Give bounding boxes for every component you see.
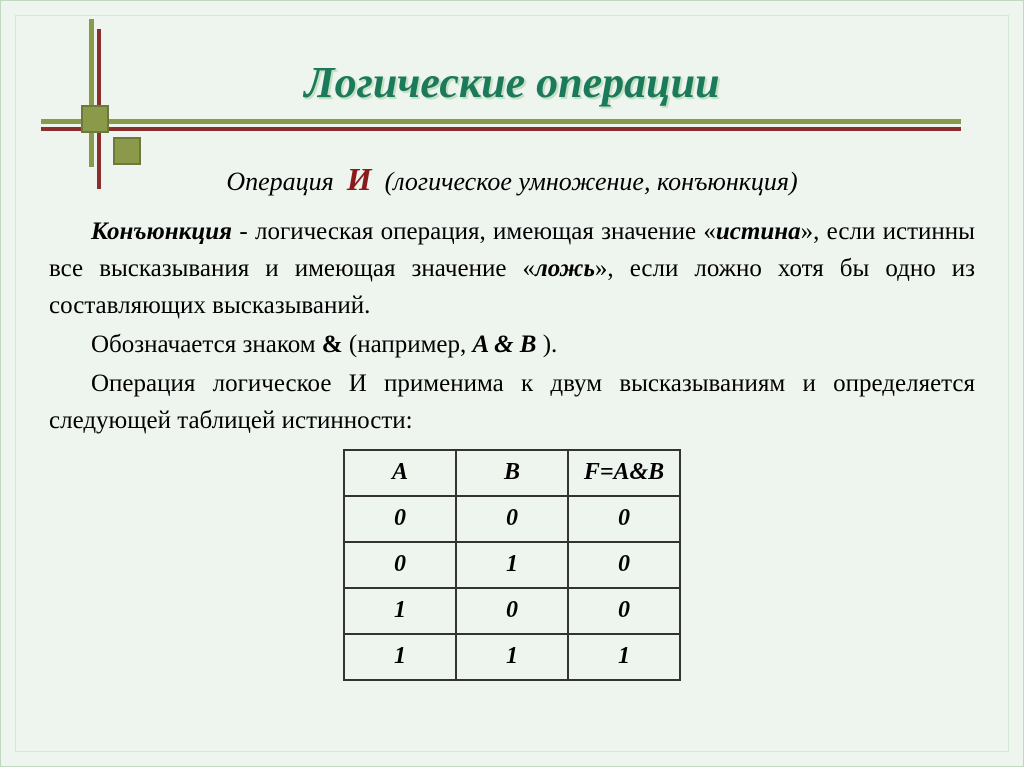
cell: 1 <box>456 542 568 588</box>
notation-text-2: (например, <box>343 331 473 358</box>
cell: 1 <box>456 634 568 680</box>
table-row: 1 1 1 <box>344 634 680 680</box>
word-true: истина <box>716 218 801 245</box>
table-row: 1 0 0 <box>344 588 680 634</box>
word-false: ложь <box>535 255 595 282</box>
cell: 0 <box>456 588 568 634</box>
header-a: A <box>344 450 456 496</box>
subtitle-paren: (логическое умножение, конъюнкция) <box>385 167 798 196</box>
slide-title: Логические операции <box>1 57 1023 108</box>
def-text-1: - логическая операция, имеющая значение … <box>232 218 716 245</box>
header-b: B <box>456 450 568 496</box>
cell: 1 <box>344 634 456 680</box>
content-body: Конъюнкция - логическая операция, имеюща… <box>49 213 975 681</box>
table-row: 0 0 0 <box>344 496 680 542</box>
subtitle-prefix: Операция <box>226 167 333 196</box>
table-row: 0 1 0 <box>344 542 680 588</box>
paragraph-definition: Конъюнкция - логическая операция, имеюща… <box>49 213 975 324</box>
term-conjunction: Конъюнкция <box>91 218 232 245</box>
paragraph-table-intro: Операция логическое И применима к двум в… <box>49 365 975 439</box>
notation-text-3: ). <box>536 331 557 358</box>
truth-table: A B F=A&B 0 0 0 0 1 0 1 0 0 1 1 1 <box>343 449 681 681</box>
cell: 1 <box>344 588 456 634</box>
horizontal-line-maroon <box>41 127 961 131</box>
operation-and-symbol: И <box>347 161 372 197</box>
cell: 0 <box>568 588 680 634</box>
slide-subtitle: Операция И (логическое умножение, конъюн… <box>1 161 1023 198</box>
horizontal-line-olive <box>41 119 961 124</box>
notation-text-1: Обозначается знаком <box>91 331 322 358</box>
paragraph-notation: Обозначается знаком & (например, A & B )… <box>49 326 975 363</box>
ampersand-symbol: & <box>322 331 343 358</box>
cell: 0 <box>568 496 680 542</box>
table-header-row: A B F=A&B <box>344 450 680 496</box>
cell: 0 <box>344 542 456 588</box>
cell: 1 <box>568 634 680 680</box>
cell: 0 <box>344 496 456 542</box>
decoration-square-top <box>81 105 109 133</box>
header-f: F=A&B <box>568 450 680 496</box>
example-expression: A & B <box>473 331 537 358</box>
cell: 0 <box>568 542 680 588</box>
cell: 0 <box>456 496 568 542</box>
